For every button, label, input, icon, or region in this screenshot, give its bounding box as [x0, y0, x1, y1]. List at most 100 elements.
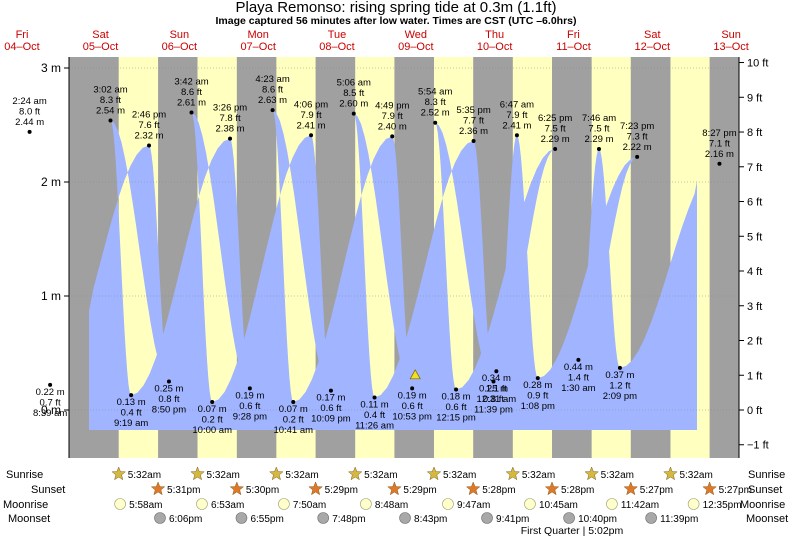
moonrise-icon: [442, 498, 454, 510]
moonrise-icon: [524, 498, 536, 510]
low-tide-label: 0.6 ft: [239, 401, 260, 412]
high-tide-label: 2:46 pm: [132, 110, 166, 121]
high-tide-label: 7.8 ft: [219, 113, 240, 124]
day-name: Wed: [405, 29, 427, 41]
low-tide-label: 0.28 m: [523, 380, 552, 391]
sunrise-icon: [347, 466, 363, 481]
high-tide-label: 7:46 am: [582, 113, 616, 124]
moonset-label-left: Moonset: [8, 513, 50, 525]
day-date: 06–Oct: [162, 41, 197, 53]
sunrise-icon: [663, 466, 678, 481]
day-date: 08–Oct: [319, 41, 354, 53]
day-name: Sun: [721, 29, 741, 41]
sunrise-label-right: Sunrise: [748, 469, 785, 481]
sunset-time: 5:31pm: [167, 485, 200, 496]
y-tick-label-right: −1 ft: [747, 440, 769, 452]
low-tide-label: 0.25 m: [154, 384, 183, 395]
high-tide-point: [351, 111, 356, 116]
sunset-icon: [150, 481, 166, 496]
chart-title: Playa Remonso: rising spring tide at 0.3…: [236, 0, 557, 16]
high-tide-point: [514, 133, 519, 138]
y-tick-label-left: 1 m: [41, 289, 61, 303]
high-tide-label: 2.44 m: [15, 117, 44, 128]
high-tide-point: [147, 143, 152, 148]
day-name: Mon: [247, 29, 268, 41]
high-tide-label: 3:42 am: [174, 76, 208, 87]
low-tide-point: [48, 382, 53, 387]
moonset-time: 8:43pm: [414, 514, 447, 525]
day-date: 11–Oct: [556, 41, 591, 53]
low-tide-label: 1:08 pm: [521, 401, 555, 412]
low-tide-label: 12:15 pm: [436, 412, 476, 423]
axes: 0 m 1 m 2 m 3 m −1 ft 0 ft 1 ft 2 ft 3 ft 4 ft 5 f…: [4, 29, 769, 458]
moonrise-icon: [278, 498, 290, 510]
high-tide-point: [596, 146, 601, 151]
sunrise-icon: [111, 466, 127, 481]
sunrise-time: 5:32am: [364, 470, 397, 481]
high-tide-label: 8.5 ft: [343, 88, 364, 99]
high-tide-label: 4:06 pm: [294, 99, 328, 110]
low-tide-label: 0.22 m: [36, 387, 65, 398]
moonset-icon: [317, 512, 330, 524]
high-tide-label: 7.1 ft: [709, 138, 730, 149]
high-tide-label: 3:26 pm: [213, 103, 247, 114]
high-tide-point: [108, 118, 113, 123]
low-tide-label: 9:28 pm: [233, 411, 267, 422]
sunset-time: 5:28pm: [561, 485, 594, 496]
y-tick-label-right: 10 ft: [747, 58, 768, 70]
sunset-icon: [702, 481, 717, 496]
sunrise-time: 5:32am: [285, 470, 318, 481]
moonset-time: 7:48pm: [332, 514, 365, 525]
sunset-icon: [465, 481, 481, 496]
chart-subtitle: Image captured 56 minutes after low wate…: [215, 15, 576, 27]
low-tide-label: 0.17 m: [316, 393, 345, 404]
low-tide-label: 0.8 ft: [483, 394, 504, 405]
low-tide-label: 0.44 m: [564, 362, 593, 373]
sunrise-icon: [269, 466, 284, 481]
moonset-time: 10:40pm: [578, 514, 617, 525]
high-tide-label: 2.36 m: [459, 126, 488, 137]
low-tide-label: 0.4 ft: [364, 410, 385, 421]
high-tide-label: 8.6 ft: [262, 85, 283, 96]
day-name: Sat: [644, 29, 661, 41]
low-tide-label: 11:26 am: [355, 420, 394, 431]
low-tide-label: 0.11 m: [360, 399, 388, 410]
low-tide-point: [617, 365, 622, 370]
low-tide-label: 8:39 am: [33, 408, 67, 419]
low-tide-point: [491, 379, 496, 384]
high-tide-label: 7.9 ft: [300, 110, 321, 121]
tide-area: [89, 110, 697, 430]
moonrise-label-left: Moonrise: [3, 499, 48, 511]
low-tide-label: 0.6 ft: [402, 401, 423, 412]
low-tide-label: 0.07 m: [198, 404, 227, 415]
low-tide-label: 10:41 am: [273, 425, 313, 436]
sunset-icon: [387, 481, 402, 496]
moonset-time: 6:55pm: [250, 514, 283, 525]
high-tide-label: 2:24 am: [12, 96, 46, 107]
low-tide-label: 8:50 pm: [152, 405, 186, 416]
sunset-icon: [623, 481, 639, 496]
high-tide-label: 2.29 m: [541, 134, 570, 145]
moonset-time: 11:39pm: [660, 514, 698, 525]
low-tide-point: [494, 369, 499, 374]
low-tide-label: 0.13 m: [117, 397, 146, 408]
y-tick-label-right: 7 ft: [747, 162, 762, 174]
low-tide-label: 12:31 am: [477, 394, 517, 405]
low-tide-label: 0.2 ft: [283, 415, 304, 426]
low-tide-label: 10:53 pm: [392, 411, 432, 422]
day-name: Sun: [170, 29, 190, 41]
moonrise-icon: [606, 498, 618, 510]
low-tide-point: [535, 376, 540, 381]
low-tide-label: 10:00 am: [192, 425, 232, 436]
sunrise-time: 5:32am: [601, 470, 634, 481]
high-tide-label: 6:47 am: [500, 99, 534, 110]
moonrise-label-right: Moonrise: [740, 499, 785, 511]
y-tick-label-right: 9 ft: [747, 92, 762, 104]
moonset-label-right: Moonset: [746, 513, 788, 525]
sunset-time: 5:27pm: [640, 485, 673, 496]
high-tide-label: 5:35 pm: [456, 105, 490, 116]
y-tick-label-left: 2 m: [41, 175, 61, 189]
day-name: Thu: [485, 29, 504, 41]
moonset-icon: [563, 512, 575, 524]
